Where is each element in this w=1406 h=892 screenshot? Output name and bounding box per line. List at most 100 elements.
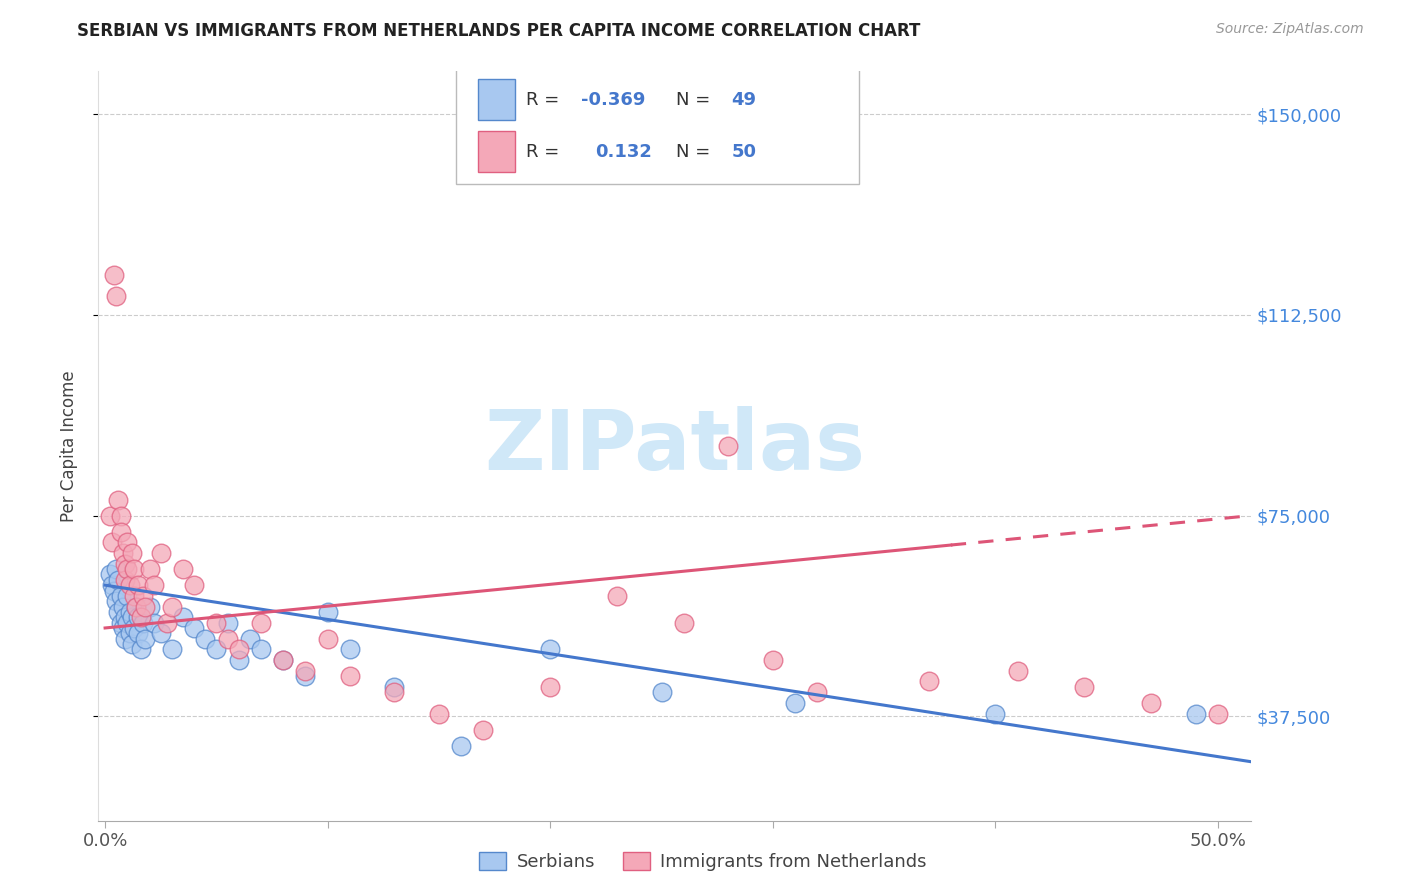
Point [228, 642, 250, 657]
Point [100, 578, 122, 592]
Point [105, 594, 128, 608]
Point [450, 739, 472, 753]
Point [762, 653, 785, 667]
Point [183, 578, 205, 592]
Point [118, 578, 141, 592]
Point [149, 626, 172, 640]
Point [339, 669, 361, 683]
Point [118, 605, 141, 619]
Point [134, 599, 156, 614]
Text: 50: 50 [731, 143, 756, 161]
Point [110, 615, 132, 630]
Text: 0.132: 0.132 [595, 143, 652, 161]
Text: -0.369: -0.369 [582, 91, 645, 109]
Point [117, 562, 139, 576]
Point [122, 589, 145, 603]
Point [1184, 706, 1206, 721]
Point [806, 685, 828, 699]
Point [194, 632, 217, 646]
Point [160, 642, 183, 657]
Point [127, 578, 149, 592]
Point [538, 680, 561, 694]
Point [984, 706, 1007, 721]
Point [118, 626, 141, 640]
Point [125, 599, 148, 614]
Text: Source: ZipAtlas.com: Source: ZipAtlas.com [1216, 22, 1364, 37]
Text: R =: R = [526, 143, 565, 161]
Point [111, 546, 134, 560]
Point [672, 615, 695, 630]
Point [129, 610, 152, 624]
Point [105, 289, 128, 303]
Point [121, 637, 143, 651]
Point [111, 599, 134, 614]
Text: 49: 49 [731, 91, 756, 109]
FancyBboxPatch shape [478, 79, 515, 120]
Point [205, 642, 228, 657]
Point [100, 535, 122, 549]
Point [250, 642, 273, 657]
Point [107, 573, 129, 587]
Point [132, 615, 155, 630]
Point [98, 567, 121, 582]
Point [110, 589, 132, 603]
Point [121, 546, 143, 560]
Point [271, 653, 294, 667]
Point [172, 610, 194, 624]
Point [294, 669, 316, 683]
Point [606, 589, 628, 603]
Point [538, 642, 561, 657]
Point [316, 632, 339, 646]
Legend: Serbians, Immigrants from Netherlands: Serbians, Immigrants from Netherlands [472, 846, 934, 879]
Point [294, 664, 316, 678]
Point [103, 583, 125, 598]
Point [114, 632, 136, 646]
Point [117, 589, 139, 603]
Point [129, 642, 152, 657]
Point [143, 615, 166, 630]
Point [138, 562, 160, 576]
Point [1007, 664, 1029, 678]
Point [138, 599, 160, 614]
Point [651, 685, 673, 699]
Point [250, 615, 273, 630]
Point [111, 621, 134, 635]
Point [107, 492, 129, 507]
Point [127, 610, 149, 624]
Point [228, 653, 250, 667]
Text: ZIPatlas: ZIPatlas [485, 406, 865, 486]
FancyBboxPatch shape [478, 131, 515, 172]
Point [121, 610, 143, 624]
Point [149, 546, 172, 560]
Y-axis label: Per Capita Income: Per Capita Income [59, 370, 77, 522]
Point [384, 685, 406, 699]
FancyBboxPatch shape [456, 68, 859, 184]
Point [217, 632, 239, 646]
Text: N =: N = [676, 91, 716, 109]
Point [917, 674, 939, 689]
Point [217, 615, 239, 630]
Point [384, 680, 406, 694]
Point [122, 562, 145, 576]
Point [316, 605, 339, 619]
Text: R =: R = [526, 91, 565, 109]
Point [98, 508, 121, 523]
Point [103, 268, 125, 282]
Point [183, 621, 205, 635]
Point [117, 615, 139, 630]
Point [1073, 680, 1095, 694]
Point [132, 589, 155, 603]
Point [117, 535, 139, 549]
Point [107, 605, 129, 619]
Point [783, 696, 806, 710]
Point [339, 642, 361, 657]
Point [1206, 706, 1229, 721]
Text: SERBIAN VS IMMIGRANTS FROM NETHERLANDS PER CAPITA INCOME CORRELATION CHART: SERBIAN VS IMMIGRANTS FROM NETHERLANDS P… [77, 22, 921, 40]
Point [271, 653, 294, 667]
Point [717, 439, 740, 453]
Point [160, 599, 183, 614]
Text: N =: N = [676, 143, 716, 161]
Point [122, 621, 145, 635]
Point [110, 524, 132, 539]
Point [156, 615, 179, 630]
